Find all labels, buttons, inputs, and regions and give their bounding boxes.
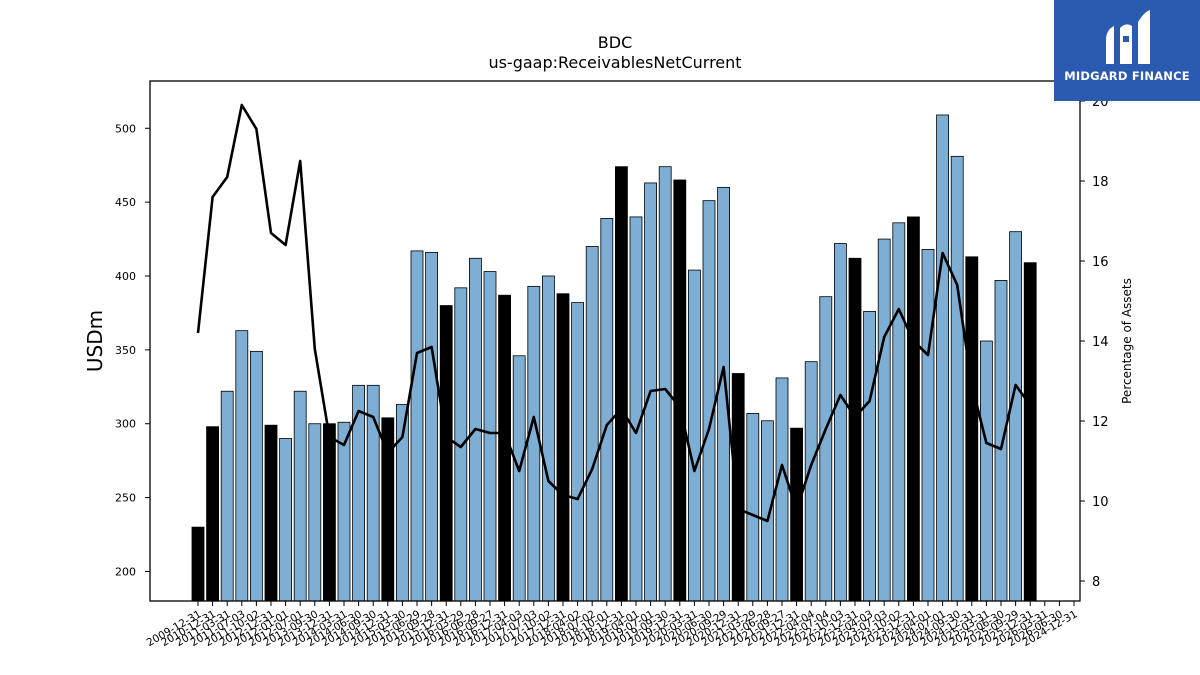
bar [921, 249, 935, 602]
bar [556, 293, 570, 602]
bar [775, 377, 789, 602]
bar [994, 280, 1008, 602]
bar [717, 186, 730, 602]
bar [1023, 262, 1037, 602]
bar [819, 296, 833, 602]
bar [892, 222, 906, 602]
bar [585, 246, 599, 602]
bar [790, 427, 803, 602]
bar [322, 423, 336, 602]
bar [235, 330, 249, 602]
bar [410, 250, 424, 602]
bar [688, 269, 701, 602]
bar [512, 355, 526, 602]
pct-assets-line [196, 103, 1032, 523]
y-tick-label: 500 [115, 122, 136, 135]
bar [702, 200, 716, 602]
bar [293, 390, 307, 602]
chart-title: BDC [598, 33, 632, 52]
y-tick-label: 350 [115, 344, 136, 357]
bar [308, 423, 322, 602]
bar [425, 251, 439, 602]
y2-axis-label: Percentage of Assets [1120, 278, 1134, 404]
y2-tick-label: 16 [1092, 255, 1109, 270]
y-axis-left: 200 250 300 350 400 450 500 [115, 122, 150, 578]
bar [673, 179, 687, 602]
bar [220, 390, 234, 602]
y-tick-label: 400 [115, 270, 136, 283]
bar [629, 216, 643, 602]
y-tick-label: 450 [115, 196, 136, 209]
logo-mark-icon [1106, 10, 1150, 64]
bar [746, 412, 760, 602]
y2-tick-label: 10 [1092, 495, 1109, 510]
bar [206, 426, 220, 602]
bar [950, 155, 964, 602]
x-axis: 2009-12-312010-12-312011-03-312011-07-03… [145, 601, 1080, 649]
bar [498, 294, 512, 602]
bar [542, 275, 555, 602]
bar [1009, 231, 1022, 602]
bar-series [191, 114, 1037, 602]
bar [761, 420, 774, 602]
bar [863, 311, 876, 602]
line-series [196, 103, 1032, 523]
brand-logo: MIDGARD FINANCE [1054, 0, 1200, 101]
bar [980, 340, 993, 602]
bar [965, 256, 979, 602]
bar [731, 373, 745, 602]
bar [936, 114, 949, 602]
bar [279, 438, 293, 602]
y-tick-label: 250 [115, 492, 136, 505]
y2-tick-label: 8 [1092, 575, 1100, 590]
brand-name: MIDGARD FINANCE [1064, 69, 1190, 83]
chart-subtitle: us-gaap:ReceivablesNetCurrent [488, 53, 741, 72]
bar [483, 271, 497, 602]
bar [848, 257, 862, 602]
y-tick-label: 300 [115, 418, 136, 431]
bar [527, 285, 541, 602]
y2-tick-label: 14 [1092, 335, 1109, 350]
bar [834, 243, 847, 602]
y2-tick-label: 18 [1092, 175, 1109, 190]
y2-tick-label: 12 [1092, 415, 1109, 430]
bar [877, 238, 891, 602]
bar [600, 217, 614, 602]
bar [907, 216, 920, 602]
bar [615, 166, 628, 602]
y-tick-label: 200 [115, 565, 136, 578]
bar [191, 526, 205, 602]
bar [571, 302, 584, 602]
bar [264, 424, 278, 602]
bar [249, 350, 263, 602]
bar [337, 421, 351, 602]
bar [658, 166, 672, 602]
bar [439, 305, 453, 602]
y-axis-label: USDm [83, 310, 107, 372]
